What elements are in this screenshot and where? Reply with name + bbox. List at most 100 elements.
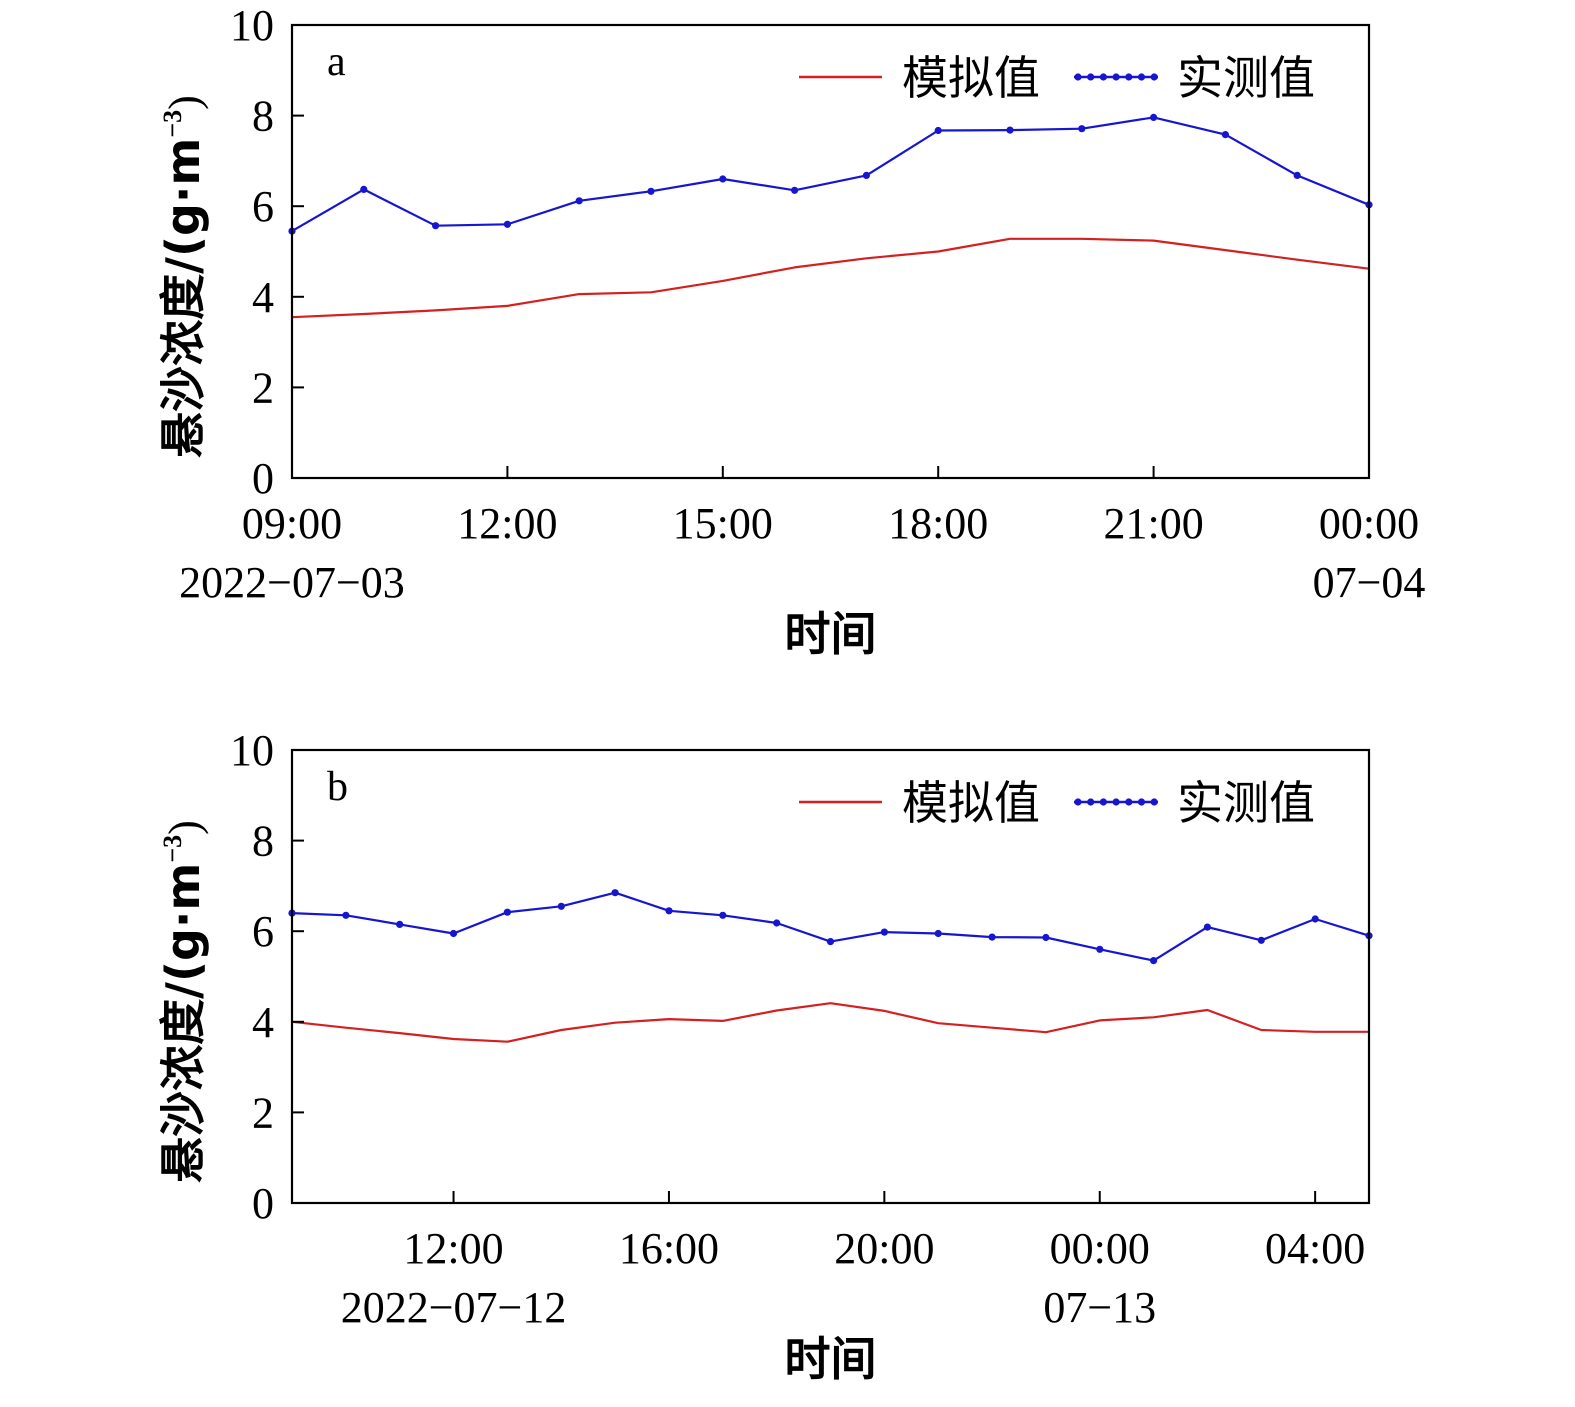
legend-marker-obs	[1137, 798, 1146, 806]
x-tick-label: 09:00	[242, 499, 342, 548]
legend-label-sim: 模拟值	[902, 51, 1040, 105]
data-point-obs	[1203, 923, 1211, 931]
data-point-obs	[988, 933, 996, 941]
x-tick-label: 16:00	[619, 1224, 719, 1273]
data-point-obs	[934, 126, 942, 135]
legend-label-obs: 实测值	[1177, 51, 1315, 105]
x-tick-label: 00:00	[1319, 499, 1419, 548]
panel-label: b	[327, 764, 348, 810]
series-line-sim	[291, 237, 1370, 319]
y-tick-label: 2	[252, 363, 274, 412]
series-line-obs	[291, 116, 1370, 233]
data-point-obs	[1006, 126, 1014, 134]
data-point-obs	[647, 187, 655, 195]
data-point-obs	[396, 920, 404, 929]
plot-frame	[290, 23, 1371, 480]
x-tick-label: 00:00	[1050, 1224, 1150, 1273]
y-axis-title-sup: −3	[158, 835, 187, 863]
data-point-obs	[880, 928, 889, 936]
data-point-obs	[1293, 171, 1301, 179]
legend-marker-obs	[1125, 798, 1133, 806]
x-date-label: 07−04	[1313, 558, 1426, 607]
x-date-label: 2022−07−03	[179, 558, 405, 607]
data-point-obs	[862, 171, 871, 179]
y-tick-label: 0	[252, 1179, 274, 1228]
x-tick-label: 15:00	[673, 499, 773, 548]
data-point-obs	[503, 908, 511, 916]
legend-marker-obs	[1137, 73, 1146, 81]
data-point-obs	[665, 907, 673, 915]
data-point-obs	[934, 929, 942, 938]
x-axis-title: 时间	[785, 607, 877, 661]
data-point-obs	[791, 186, 799, 194]
y-tick-label: 4	[252, 273, 274, 322]
legend-label-sim: 模拟值	[902, 776, 1040, 830]
data-point-obs	[826, 938, 835, 946]
data-point-obs	[432, 222, 440, 230]
legend: 模拟值 实测值	[799, 51, 1315, 105]
x-tick-label: 12:00	[403, 1224, 503, 1273]
data-point-obs	[1150, 113, 1158, 121]
x-tick-label: 18:00	[888, 499, 988, 548]
y-tick-label: 8	[252, 92, 274, 141]
legend-marker-obs	[1087, 73, 1095, 81]
y-tick-label: 6	[252, 182, 274, 231]
y-tick-label: 2	[252, 1088, 274, 1137]
data-point-obs	[342, 911, 350, 919]
x-tick-label: 12:00	[457, 499, 557, 548]
x-tick-label: 21:00	[1103, 499, 1203, 548]
data-point-obs	[449, 929, 458, 938]
legend-marker-obs	[1150, 798, 1158, 806]
data-point-obs	[719, 911, 727, 919]
y-tick-label: 10	[230, 726, 274, 775]
legend-marker-obs	[1150, 73, 1158, 81]
legend-marker-obs	[1099, 798, 1107, 806]
data-point-obs	[1221, 131, 1229, 139]
data-point-obs	[503, 220, 511, 228]
data-point-obs	[1311, 915, 1319, 923]
legend-marker-obs	[1074, 73, 1082, 81]
y-axis-title-close: )	[160, 820, 209, 835]
data-point-obs	[773, 919, 781, 927]
y-tick-label: 0	[252, 454, 274, 503]
y-axis-title: 悬沙浓度/(g·m−3)	[156, 820, 210, 1183]
x-date-label: 2022−07−12	[341, 1283, 567, 1332]
chart-panel-b: 0 2 4 6 8 10 12:00 2022−07−12 16:00 20:00 00:00 07−…	[156, 726, 1373, 1386]
data-point-obs	[1096, 945, 1104, 953]
legend-marker-obs	[1112, 73, 1120, 81]
data-point-obs	[1042, 933, 1050, 942]
x-tick-label: 20:00	[834, 1224, 934, 1273]
y-axis-title-main: 悬沙浓度/(g·m	[156, 138, 210, 458]
data-point-obs	[1257, 936, 1265, 944]
data-point-obs	[1150, 957, 1158, 965]
x-tick-label: 04:00	[1265, 1224, 1365, 1273]
legend-marker-obs	[1099, 73, 1107, 81]
plot-frame	[290, 748, 1371, 1205]
legend: 模拟值 实测值	[799, 776, 1315, 830]
data-point-obs	[719, 175, 727, 183]
legend-marker-obs	[1087, 798, 1095, 806]
data-point-obs	[575, 197, 583, 205]
y-axis-title-sup: −3	[158, 110, 187, 138]
y-tick-label: 8	[252, 817, 274, 866]
y-tick-label: 4	[252, 998, 274, 1047]
chart-panel-a: 0 2 4 6 8 10 09:00 2022−07−03 12:00 15:00 18:00 21:…	[156, 1, 1425, 661]
y-axis-title-close: )	[160, 95, 209, 110]
legend-marker-obs	[1074, 798, 1082, 806]
y-axis-title: 悬沙浓度/(g·m−3)	[156, 95, 210, 458]
y-tick-label: 10	[230, 1, 274, 50]
legend-marker-obs	[1125, 73, 1133, 81]
x-date-label: 07−13	[1043, 1283, 1156, 1332]
data-point-obs	[1078, 125, 1086, 133]
legend-label-obs: 实测值	[1177, 776, 1315, 830]
legend-marker-obs	[1112, 798, 1120, 806]
panel-label: a	[327, 39, 346, 85]
data-point-obs	[557, 902, 565, 910]
data-point-obs	[611, 889, 619, 897]
y-axis-title-main: 悬沙浓度/(g·m	[156, 863, 210, 1183]
x-axis-title: 时间	[785, 1332, 877, 1386]
series-line-sim	[291, 1002, 1369, 1043]
data-point-obs	[360, 185, 368, 193]
y-tick-label: 6	[252, 907, 274, 956]
